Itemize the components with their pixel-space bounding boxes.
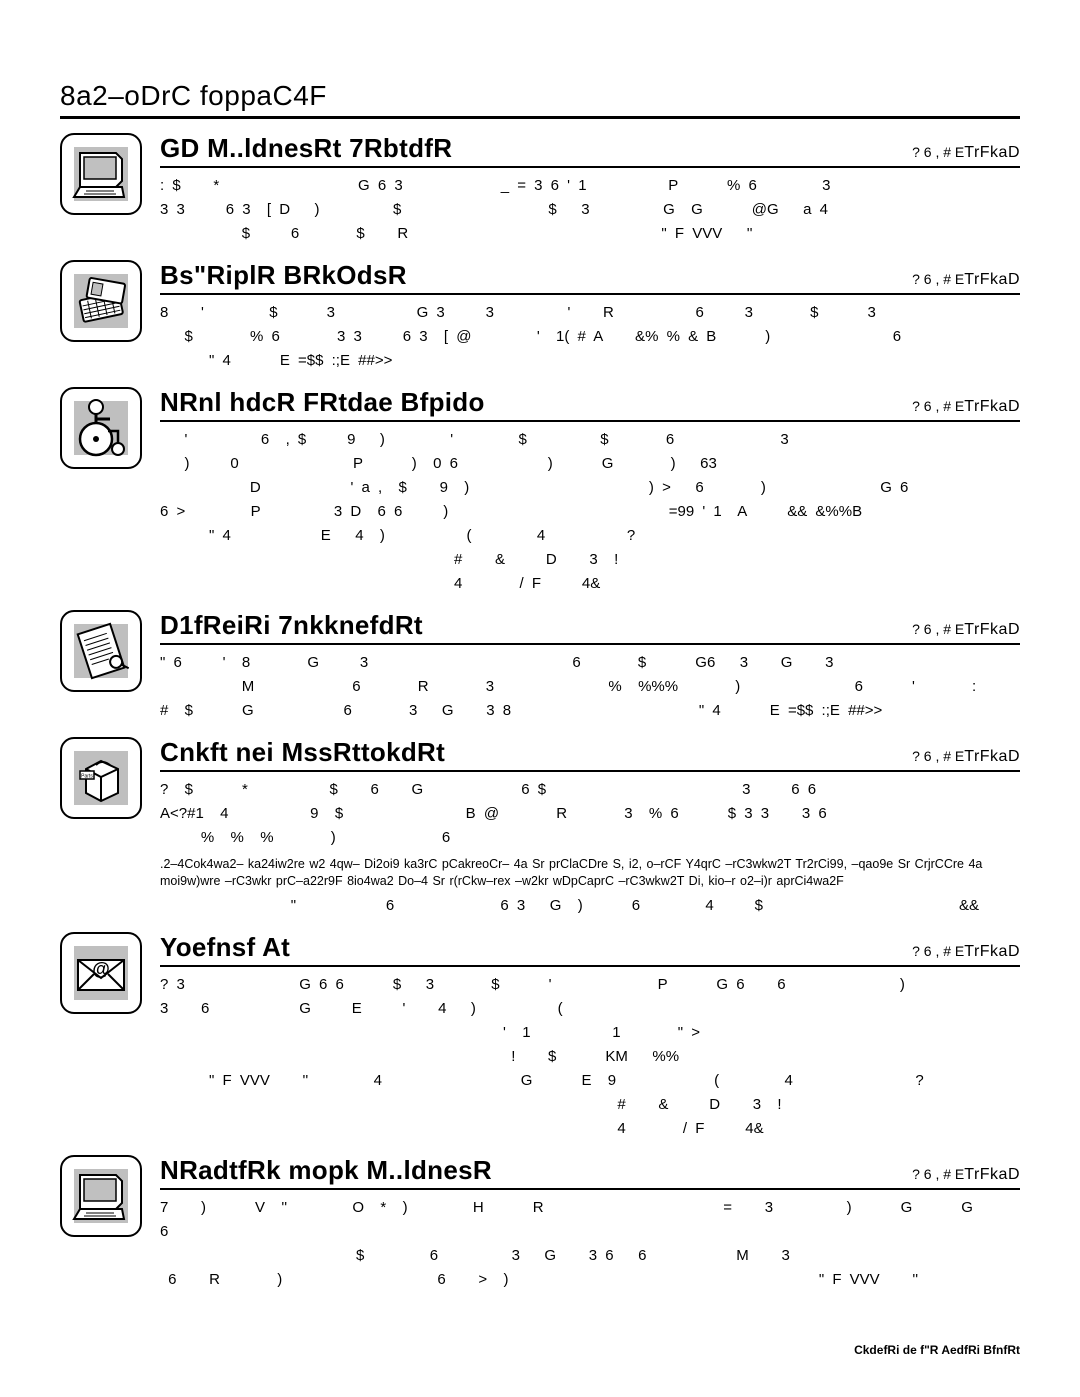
section-title: Cnkft nei MssRttokdRt xyxy=(160,737,445,768)
section-title: Yoefnsf At xyxy=(160,932,290,963)
link-main: TrFkaD xyxy=(964,271,1020,288)
svg-text:@: @ xyxy=(92,959,110,979)
link-prefix: ? 6 , # E xyxy=(912,144,964,160)
section-text-2: " 6 6 3 G ) 6 4 $ && xyxy=(160,894,1020,918)
section-header: Yoefnsf At ? 6 , # ETrFkaD xyxy=(160,932,1020,967)
section-body: GD M..ldnesRt 7RbtdfR ? 6 , # ETrFkaD : $ … xyxy=(160,133,1020,246)
laptop-icon xyxy=(60,1155,142,1237)
link-main: TrFkaD xyxy=(964,1166,1020,1183)
section-title: GD M..ldnesRt 7RbtdfR xyxy=(160,133,452,164)
section-body: Yoefnsf At ? 6 , # ETrFkaD ? 3 G 6 6 $ 3 $… xyxy=(160,932,1020,1141)
link-prefix: ? 6 , # E xyxy=(912,271,964,287)
link-main: TrFkaD xyxy=(964,943,1020,960)
section-link[interactable]: ? 6 , # ETrFkaD xyxy=(912,621,1020,639)
link-main: TrFkaD xyxy=(964,398,1020,415)
section-body: NRadtfRk mopk M..ldnesR ? 6 , # ETrFkaD 7 … xyxy=(160,1155,1020,1292)
section-title: NRadtfRk mopk M..ldnesR xyxy=(160,1155,492,1186)
parts-icon: Parts xyxy=(60,737,142,819)
section-link[interactable]: ? 6 , # ETrFkaD xyxy=(912,271,1020,289)
svg-text:Parts: Parts xyxy=(81,774,93,780)
link-prefix: ? 6 , # E xyxy=(912,621,964,637)
section-body: NRnl hdcR FRtdae Bfpido ? 6 , # ETrFkaD '… xyxy=(160,387,1020,596)
section-text: " 6 ' 8 G 3 6 $ G6 3 G 3 M 6 R 3 % %%% )… xyxy=(160,651,1020,723)
footer-text: CkdefRi de f"R AedfRi BfnfRt xyxy=(854,1343,1020,1357)
section-header: NRnl hdcR FRtdae Bfpido ? 6 , # ETrFkaD xyxy=(160,387,1020,422)
section-s6: @ Yoefnsf At ? 6 , # ETrFkaD ? 3 G 6 6 $ 3 … xyxy=(60,932,1020,1141)
link-main: TrFkaD xyxy=(964,748,1020,765)
section-link[interactable]: ? 6 , # ETrFkaD xyxy=(912,748,1020,766)
section-s1: GD M..ldnesRt 7RbtdfR ? 6 , # ETrFkaD : $ … xyxy=(60,133,1020,246)
section-s4: D1fReiRi 7nkknefdRt ? 6 , # ETrFkaD " 6 ' … xyxy=(60,610,1020,723)
section-body: D1fReiRi 7nkknefdRt ? 6 , # ETrFkaD " 6 ' … xyxy=(160,610,1020,723)
section-title: Bs"RiplR BRkOdsR xyxy=(160,260,407,291)
section-text: 7 ) V '' O * ) H R = 3 ) G G 6 $ 6 3 G 3… xyxy=(160,1196,1020,1292)
section-title: D1fReiRi 7nkknefdRt xyxy=(160,610,423,641)
section-header: Cnkft nei MssRttokdRt ? 6 , # ETrFkaD xyxy=(160,737,1020,772)
section-link[interactable]: ? 6 , # ETrFkaD xyxy=(912,1166,1020,1184)
section-header: D1fReiRi 7nkknefdRt ? 6 , # ETrFkaD xyxy=(160,610,1020,645)
envelope-icon: @ xyxy=(60,932,142,1014)
section-text: ? 3 G 6 6 $ 3 $ ' P G 6 6 ) 3 6 G E ' 4 … xyxy=(160,973,1020,1141)
section-s2: Bs"RiplR BRkOdsR ? 6 , # ETrFkaD 8 ' $ 3 G… xyxy=(60,260,1020,373)
section-s5: Parts Cnkft nei MssRttokdRt ? 6 , # ETrFka… xyxy=(60,737,1020,918)
section-link[interactable]: ? 6 , # ETrFkaD xyxy=(912,144,1020,162)
section-text: ' 6 , $ 9 ) ' $ $ 6 3 ) 0 P ) 0 6 ) G ) … xyxy=(160,428,1020,596)
link-prefix: ? 6 , # E xyxy=(912,943,964,959)
section-link[interactable]: ? 6 , # ETrFkaD xyxy=(912,398,1020,416)
link-prefix: ? 6 , # E xyxy=(912,748,964,764)
section-fineprint: .2–4Cok4wa2– ka24iw2re w2 4qw– Di2oi9 ka… xyxy=(160,856,1020,890)
section-header: GD M..ldnesRt 7RbtdfR ? 6 , # ETrFkaD xyxy=(160,133,1020,168)
section-header: Bs"RiplR BRkOdsR ? 6 , # ETrFkaD xyxy=(160,260,1020,295)
page-title: 8a2–oDrC foppaC4F xyxy=(60,80,1020,119)
link-prefix: ? 6 , # E xyxy=(912,398,964,414)
section-s7: NRadtfRk mopk M..ldnesR ? 6 , # ETrFkaD 7 … xyxy=(60,1155,1020,1292)
section-s3: NRnl hdcR FRtdae Bfpido ? 6 , # ETrFkaD '… xyxy=(60,387,1020,596)
laptop-icon xyxy=(60,133,142,215)
section-text: 8 ' $ 3 G 3 3 ' R 6 3 $ 3 $ % 6 3 3 6 3 … xyxy=(160,301,1020,373)
section-title: NRnl hdcR FRtdae Bfpido xyxy=(160,387,485,418)
document-icon xyxy=(60,610,142,692)
tickets-icon xyxy=(60,260,142,342)
link-prefix: ? 6 , # E xyxy=(912,1166,964,1182)
section-body: Cnkft nei MssRttokdRt ? 6 , # ETrFkaD ? $ … xyxy=(160,737,1020,918)
section-body: Bs"RiplR BRkOdsR ? 6 , # ETrFkaD 8 ' $ 3 G… xyxy=(160,260,1020,373)
section-text: ? $ * $ 6 G 6 $ 3 6 6 A<?#1 4 9 $ B @ R … xyxy=(160,778,1020,850)
link-main: TrFkaD xyxy=(964,144,1020,161)
link-main: TrFkaD xyxy=(964,621,1020,638)
section-header: NRadtfRk mopk M..ldnesR ? 6 , # ETrFkaD xyxy=(160,1155,1020,1190)
wheelchair-icon xyxy=(60,387,142,469)
section-text: : $ * G 6 3 _ = 3 6 ' 1 P % 6 3 3 3 6 3 … xyxy=(160,174,1020,246)
section-link[interactable]: ? 6 , # ETrFkaD xyxy=(912,943,1020,961)
